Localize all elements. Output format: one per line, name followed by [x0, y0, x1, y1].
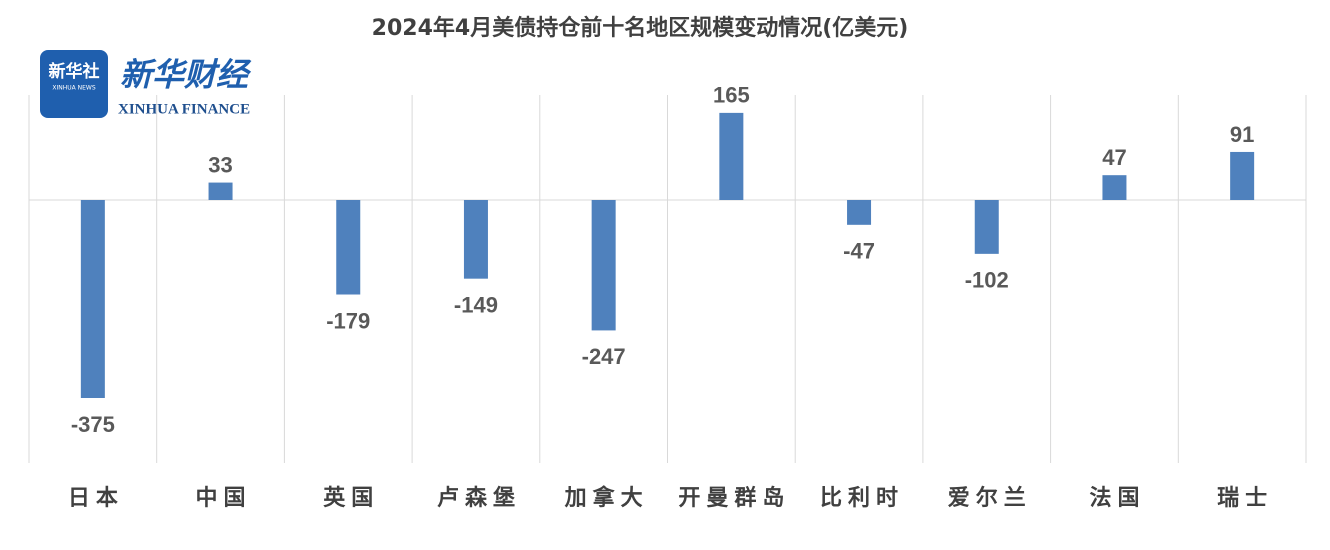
value-label: -102 — [965, 268, 1009, 293]
bar — [80, 200, 105, 398]
x-tick-label: 卢森堡 — [437, 485, 521, 511]
x-tick-label: 日本 — [68, 485, 124, 511]
bar — [1230, 151, 1255, 200]
x-tick-label: 开曼群岛 — [678, 485, 790, 511]
logo-badge — [40, 50, 108, 118]
x-tick-label: 爱尔兰 — [948, 485, 1032, 511]
x-tick-label: 中国 — [196, 485, 252, 511]
x-tick-label: 瑞士 — [1217, 485, 1273, 511]
bar — [1102, 175, 1127, 200]
bar — [208, 182, 233, 200]
bar — [336, 200, 361, 295]
x-tick-label: 法国 — [1089, 485, 1145, 511]
logo: 新华社 XINHUA NEWS 新华财经 XINHUA FINANCE — [40, 50, 252, 118]
value-label: 165 — [713, 83, 750, 108]
bar — [847, 200, 872, 225]
value-label: -149 — [454, 292, 498, 317]
bar — [591, 200, 616, 331]
x-tick-label: 比利时 — [820, 485, 904, 511]
value-label: 91 — [1230, 122, 1254, 147]
value-label: -375 — [71, 412, 115, 437]
logo-badge-text: 新华社 — [49, 61, 100, 82]
logo-name-en: XINHUA FINANCE — [118, 101, 250, 117]
x-tick-label: 加拿大 — [564, 485, 649, 511]
value-label: -47 — [843, 239, 875, 264]
chart-title: 2024年4月美债持仓前十名地区规模变动情况(亿美元) — [372, 15, 909, 41]
bar — [974, 200, 999, 254]
x-tick-label: 英国 — [323, 485, 379, 511]
value-label: 33 — [208, 152, 232, 177]
value-label: -247 — [582, 344, 626, 369]
value-label: 47 — [1102, 145, 1126, 170]
logo-name: 新华财经 — [120, 56, 252, 94]
value-label: -179 — [326, 308, 370, 333]
logo-badge-sub: XINHUA NEWS — [52, 85, 95, 92]
bar — [463, 200, 488, 279]
bar — [719, 112, 744, 200]
